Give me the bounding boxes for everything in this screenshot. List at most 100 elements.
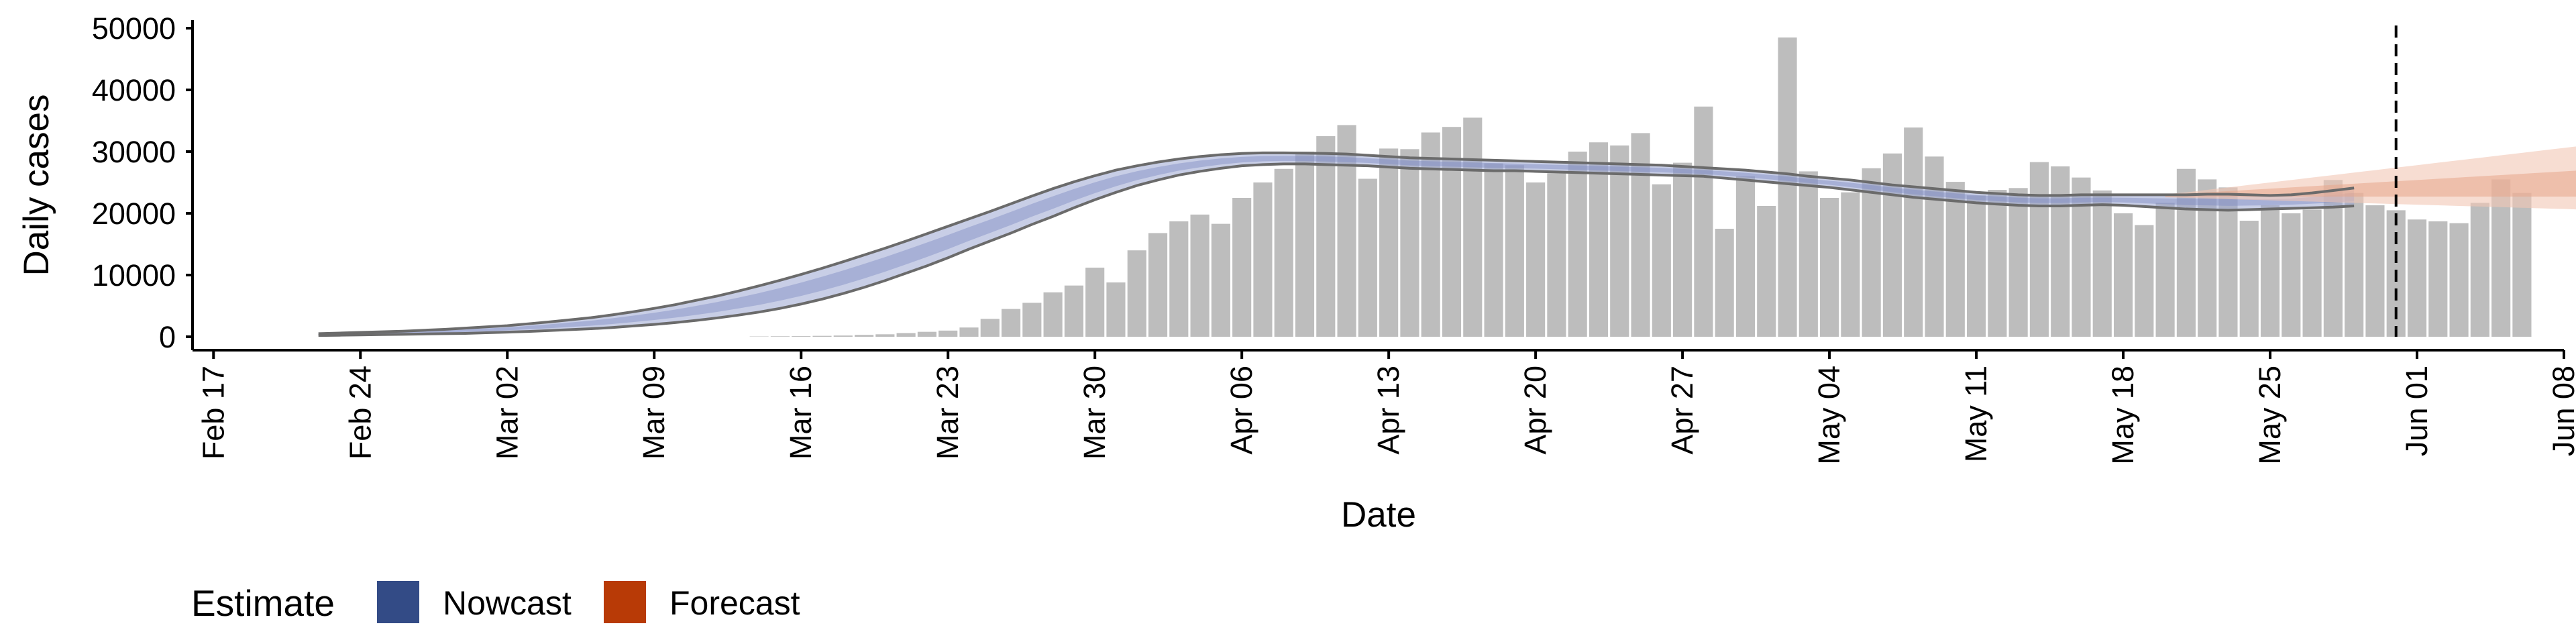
legend-label-nowcast: Nowcast (443, 584, 572, 622)
x-tick-label: May 11 (1959, 366, 1993, 462)
x-tick-label: Mar 09 (637, 366, 671, 460)
bar (1022, 303, 1042, 337)
bar (2302, 209, 2322, 337)
x-tick-label: Feb 17 (196, 366, 230, 460)
bar (2449, 223, 2469, 337)
bar (2135, 225, 2154, 337)
bar (1148, 233, 1168, 337)
bar (1211, 223, 1230, 337)
bar (2428, 221, 2448, 337)
bar (1757, 205, 1776, 337)
bar (1253, 182, 1273, 337)
x-tick-label: Apr 20 (1518, 366, 1552, 455)
bar (2051, 166, 2070, 337)
nowcast-band (318, 152, 2355, 336)
bar (1274, 168, 1293, 337)
bar (980, 319, 1000, 337)
nowcast-upper-line (318, 151, 2355, 335)
bar (1715, 229, 1734, 337)
bar (1882, 153, 1902, 337)
bar (2092, 190, 2112, 337)
y-tick-label: 50000 (92, 11, 176, 46)
legend-title: Estimate (191, 582, 335, 624)
bar (1526, 182, 1546, 337)
bar (792, 336, 811, 337)
bar (1547, 173, 1566, 337)
x-axis-title: Date (1341, 495, 1416, 535)
x-ticks: Feb 17 Feb 24 Mar 02 Mar 09 Mar 16 Mar 23 Mar … (196, 350, 2576, 465)
bar (1862, 168, 1881, 337)
bar (1127, 250, 1146, 337)
bar (1358, 178, 1377, 337)
bar (2260, 205, 2280, 337)
bar (854, 335, 874, 337)
legend: Estimate Nowcast Forecast (191, 581, 800, 624)
x-tick-label: Apr 13 (1371, 366, 1405, 455)
bar (1694, 106, 1713, 337)
bar (1735, 176, 1756, 337)
bar (1400, 149, 1419, 337)
x-tick-label: Mar 30 (1077, 366, 1112, 460)
y-tick-label: 30000 (92, 135, 176, 169)
y-tick-label: 20000 (92, 197, 176, 231)
nowcast-lower-line (318, 162, 2355, 337)
legend-swatch-nowcast (377, 581, 419, 623)
bar (875, 334, 895, 337)
bar (1505, 165, 1524, 337)
bar (1799, 171, 1818, 337)
bar (1988, 190, 2007, 337)
x-tick-label: May 25 (2253, 366, 2287, 465)
bar (1295, 152, 1315, 337)
bar (1106, 282, 1126, 337)
x-tick-label: May 18 (2106, 366, 2140, 465)
legend-swatch-forecast (604, 581, 646, 623)
bar (1820, 198, 1839, 337)
y-axis-title: Daily cases (17, 95, 56, 276)
bar (2282, 213, 2301, 337)
bar (1043, 292, 1063, 337)
bar (959, 327, 979, 337)
y-tick-label: 0 (159, 320, 176, 354)
bar (1841, 192, 1860, 337)
x-tick-label: May 04 (1812, 366, 1846, 465)
x-tick-label: Jun 01 (2400, 366, 2434, 456)
bar (917, 331, 936, 337)
y-tick-label: 10000 (92, 258, 176, 292)
bar (1085, 267, 1105, 337)
bar (1966, 195, 1986, 337)
bar (938, 330, 958, 337)
nowcast-inner-band (318, 156, 2355, 335)
axes (191, 20, 2564, 352)
bar (2113, 213, 2133, 337)
bar (1463, 117, 1483, 337)
x-tick-label: Apr 06 (1224, 366, 1258, 455)
bar (1673, 162, 1693, 337)
legend-label-forecast: Forecast (669, 584, 800, 622)
bar (1001, 309, 1021, 337)
bar (2218, 187, 2238, 337)
bar (812, 335, 832, 337)
bar (833, 335, 853, 337)
bar (1484, 163, 1503, 337)
bar (1232, 198, 1252, 337)
bar (1169, 221, 1189, 337)
bar (2407, 219, 2427, 337)
bar (2155, 203, 2175, 337)
bar (1568, 152, 1587, 337)
bars (749, 37, 2532, 337)
forecast-inner-band (2165, 170, 2576, 197)
y-ticks: 0 10000 20000 30000 40000 50000 (92, 11, 193, 354)
bar (2470, 203, 2489, 337)
bar (1652, 184, 1671, 337)
x-tick-label: Mar 02 (490, 366, 524, 460)
y-tick-label: 40000 (92, 73, 176, 107)
bar (2512, 193, 2532, 337)
x-tick-label: Apr 27 (1665, 366, 1699, 455)
estimate-lines (318, 151, 2355, 337)
bar (2365, 205, 2385, 337)
bar (1190, 214, 1210, 337)
bar (1589, 142, 1609, 337)
bar (1904, 127, 1923, 337)
bar (1778, 37, 1797, 337)
